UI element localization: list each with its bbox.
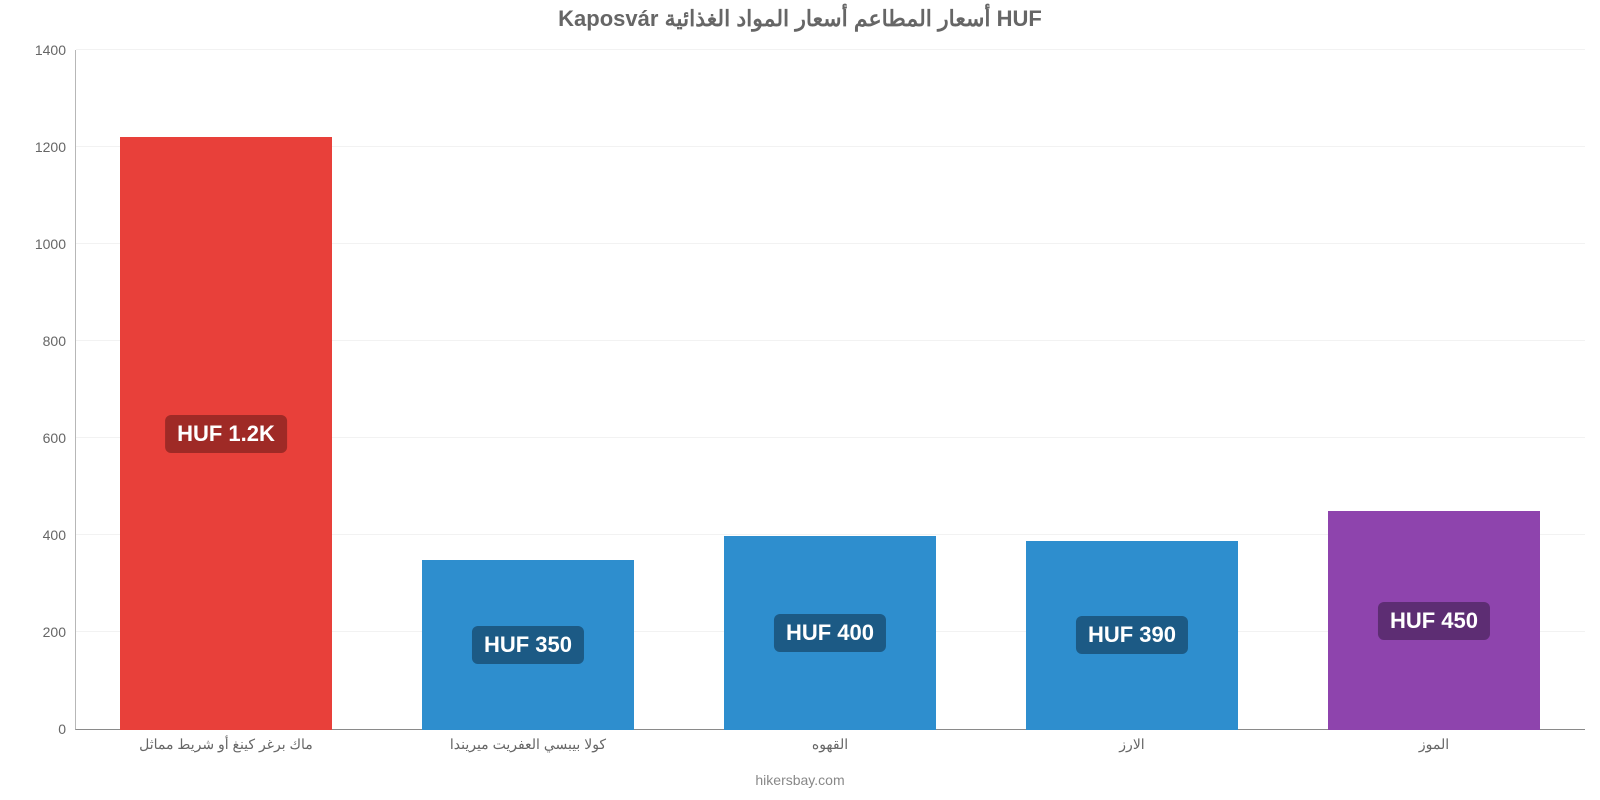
chart-area: 0200400600800100012001400 HUF 1.2KHUF 35… xyxy=(75,50,1585,730)
bar-value-label: HUF 1.2K xyxy=(165,415,287,453)
y-tick-label: 1400 xyxy=(35,42,76,58)
bar-slot: HUF 450 xyxy=(1283,50,1585,730)
y-tick-label: 800 xyxy=(43,333,76,349)
bar-value-label: HUF 450 xyxy=(1378,602,1490,640)
x-tick-label: الموز xyxy=(1283,730,1585,753)
bar-slot: HUF 390 xyxy=(981,50,1283,730)
y-tick-label: 600 xyxy=(43,430,76,446)
bar-value-label: HUF 400 xyxy=(774,614,886,652)
x-axis-labels: ماك برغر كينغ أو شريط مماثلكولا بيبسي ال… xyxy=(75,730,1585,753)
x-tick-label: كولا بيبسي العفريت ميريندا xyxy=(377,730,679,753)
bars-container: HUF 1.2K HUF 350 HUF 400 HUF 390 HUF 450 xyxy=(75,50,1585,730)
credit-text: hikersbay.com xyxy=(0,772,1600,788)
y-tick-label: 1200 xyxy=(35,139,76,155)
y-tick-label: 1000 xyxy=(35,236,76,252)
y-tick-label: 400 xyxy=(43,527,76,543)
x-tick-label: الارز xyxy=(981,730,1283,753)
y-tick-label: 0 xyxy=(58,721,76,737)
bar-slot: HUF 1.2K xyxy=(75,50,377,730)
y-tick-label: 200 xyxy=(43,624,76,640)
bar-value-label: HUF 390 xyxy=(1076,616,1188,654)
x-tick-label: ماك برغر كينغ أو شريط مماثل xyxy=(75,730,377,753)
bar-slot: HUF 400 xyxy=(679,50,981,730)
chart-title: Kaposvár أسعار المطاعم أسعار المواد الغذ… xyxy=(0,0,1600,32)
bar-value-label: HUF 350 xyxy=(472,626,584,664)
bar-slot: HUF 350 xyxy=(377,50,679,730)
x-tick-label: القهوه xyxy=(679,730,981,753)
